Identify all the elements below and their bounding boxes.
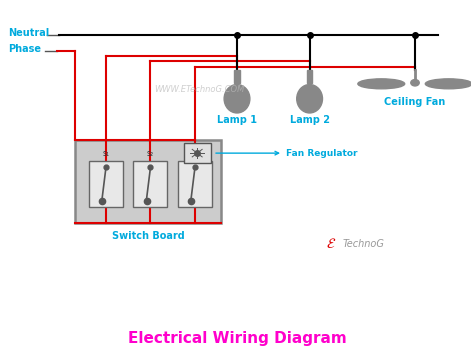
Ellipse shape bbox=[425, 79, 472, 89]
Ellipse shape bbox=[224, 84, 250, 113]
Bar bbox=[307, 70, 312, 83]
Text: Ceiling Fan: Ceiling Fan bbox=[384, 97, 446, 107]
Bar bbox=[89, 161, 123, 207]
Text: s₂: s₂ bbox=[147, 149, 154, 158]
Text: s₁: s₁ bbox=[102, 149, 109, 158]
Text: $\mathcal{E}$: $\mathcal{E}$ bbox=[326, 238, 336, 252]
Bar bbox=[183, 143, 211, 164]
Bar bbox=[178, 161, 212, 207]
Bar bbox=[134, 161, 167, 207]
Text: Lamp 1: Lamp 1 bbox=[217, 115, 257, 125]
Bar bbox=[234, 70, 240, 83]
Text: Fan Regulator: Fan Regulator bbox=[216, 149, 357, 158]
Text: s₃: s₃ bbox=[191, 149, 199, 158]
Ellipse shape bbox=[297, 84, 322, 113]
Bar bbox=[75, 140, 220, 223]
Text: Phase: Phase bbox=[9, 44, 41, 54]
Text: Electrical Wiring Diagram: Electrical Wiring Diagram bbox=[128, 331, 346, 346]
Text: Switch Board: Switch Board bbox=[111, 231, 184, 241]
Text: Neutral: Neutral bbox=[9, 28, 50, 38]
Text: TechnoG: TechnoG bbox=[342, 239, 384, 249]
Text: Lamp 2: Lamp 2 bbox=[290, 115, 329, 125]
Text: WWW.ETechnoG.COM: WWW.ETechnoG.COM bbox=[155, 85, 245, 94]
Circle shape bbox=[411, 79, 419, 86]
Ellipse shape bbox=[358, 79, 405, 89]
